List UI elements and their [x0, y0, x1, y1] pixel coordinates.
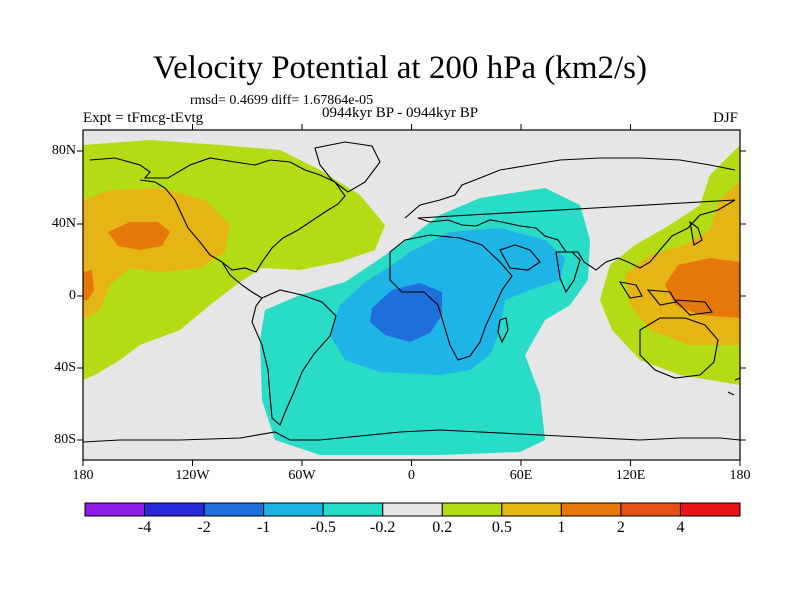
coastlines — [83, 141, 740, 443]
lat-label-40n: 40N — [51, 216, 76, 231]
contour-pos-1-westpacific — [665, 258, 740, 318]
contour-neg-1-atlantic — [370, 283, 442, 342]
colorbar-swatch — [441, 502, 503, 517]
lat-ticks — [77, 150, 746, 441]
colorbar-label: -4 — [137, 519, 152, 536]
lon-label-0: 0 — [408, 468, 415, 483]
lon-label-120w: 120W — [175, 468, 210, 483]
coast-new-zealand — [727, 377, 740, 396]
colorbar-swatch — [679, 502, 741, 517]
colorbar-label: 0.5 — [491, 519, 512, 536]
colorbar — [84, 502, 741, 517]
lon-label-120e: 120E — [615, 468, 646, 483]
plot-title: Velocity Potential at 200 hPa (km2/s) — [152, 50, 648, 86]
colorbar-label: 1 — [557, 519, 566, 536]
lon-ticks — [82, 124, 741, 466]
colorbar-swatch — [263, 502, 324, 517]
colorbar-swatch — [144, 502, 205, 517]
colorbar-label: -0.5 — [310, 519, 336, 536]
colorbar-label: 0.2 — [432, 519, 453, 536]
colorbar-swatch — [382, 502, 443, 517]
season-label: DJF — [713, 110, 739, 126]
contour-neg-05-atlantic — [330, 228, 565, 375]
contour-pos-05-pacific — [83, 188, 230, 320]
colorbar-swatch — [84, 502, 146, 517]
colorbar-swatch — [203, 502, 265, 517]
colorbar-swatch — [560, 502, 622, 517]
lat-label-40s: 40S — [54, 360, 76, 375]
coast-central-america — [221, 261, 263, 299]
colorbar-label: -2 — [197, 519, 211, 536]
colorbar-label: -0.2 — [370, 519, 396, 536]
contour-pos-1-pacific — [108, 222, 170, 250]
lat-label-80s: 80S — [54, 432, 76, 447]
colorbar-label: -1 — [256, 519, 271, 536]
coast-australia — [639, 317, 719, 379]
coast-arabia — [499, 244, 541, 271]
lat-label-80n: 80N — [51, 143, 76, 158]
lon-label-180w: 180 — [72, 468, 94, 483]
colorbar-swatch — [620, 502, 681, 517]
coast-eurasia — [404, 157, 736, 271]
stats-label: rmsd= 0.4699 diff= 1.67864e-05 — [190, 93, 374, 108]
coast-maritime-continent — [618, 281, 713, 316]
coast-japan — [689, 220, 703, 246]
coast-antarctica — [83, 429, 740, 443]
coast-africa — [389, 234, 513, 361]
lon-label-180e: 180 — [729, 468, 751, 483]
lon-label-60e: 60E — [509, 468, 533, 483]
colorbar-label: 2 — [616, 519, 625, 536]
contour-pos-1-dateline — [83, 270, 94, 300]
lat-label-0: 0 — [69, 288, 76, 303]
coast-greenland — [314, 141, 381, 193]
period-label: 0944kyr BP - 0944kyr BP — [322, 105, 479, 121]
coast-india — [555, 251, 581, 294]
coast-south-america — [251, 289, 337, 426]
colorbar-swatch — [501, 502, 562, 517]
colorbar-swatch — [322, 502, 384, 517]
lon-label-60w: 60W — [288, 468, 316, 483]
colorbar-label: 4 — [676, 519, 685, 536]
map-area — [83, 130, 740, 460]
experiment-label: Expt = tFmcg-tEvtg — [83, 110, 204, 126]
coast-madagascar — [497, 317, 509, 344]
coast-north-america — [89, 157, 346, 273]
